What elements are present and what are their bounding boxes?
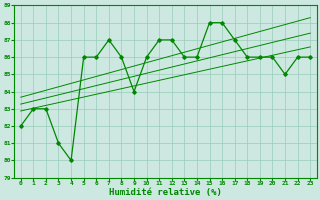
X-axis label: Humidité relative (%): Humidité relative (%)	[109, 188, 222, 197]
